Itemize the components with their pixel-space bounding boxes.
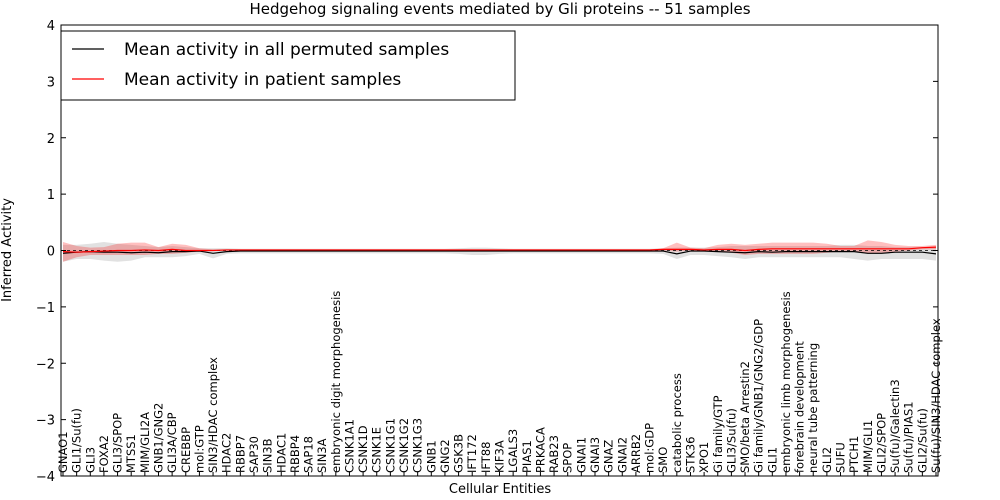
band-patient <box>63 240 936 262</box>
x-tick-label: STK36 <box>683 437 697 474</box>
x-tick-label: Gi family/GNB1/GNG2/GDP <box>752 319 766 473</box>
x-tick-label: GNAO1 <box>56 431 70 473</box>
series-line-patient <box>62 246 937 253</box>
x-tick-label: SPOP <box>561 443 575 473</box>
series-lines <box>62 246 937 255</box>
x-tick-label: Su(fu)/PIAS1 <box>902 401 916 473</box>
x-tick-label: SMO/beta Arrestin2 <box>738 361 752 473</box>
x-tick-label: GLI3/SPOP <box>111 413 125 473</box>
x-tick-label: IFT172 <box>465 434 479 473</box>
x-tick-label: RBBP7 <box>233 435 247 473</box>
x-tick-label: GLI2/Su(fu) <box>915 408 929 473</box>
x-tick-label: Su(fu)/SIN3/HDAC complex <box>929 318 943 473</box>
x-tick-label: RBBP4 <box>288 435 302 473</box>
x-tick-label: SIN3B <box>261 438 275 473</box>
x-tick-label: neural tube patterning <box>806 343 820 473</box>
x-tick-label: GLI3/Su(fu) <box>724 408 738 473</box>
x-tick-label: PTCH1 <box>847 436 861 473</box>
x-tick-label: CSNK1G1 <box>383 418 397 473</box>
x-tick-label: CSNK1E <box>370 427 384 473</box>
x-tick-label: GNB1 <box>424 440 438 473</box>
x-tick-label: Gi family/GTP <box>711 395 725 473</box>
x-tick-label: GNAI1 <box>574 437 588 473</box>
x-tick-label: GNB1/GNG2 <box>151 403 165 473</box>
x-tick-label: GLI2 <box>820 447 834 473</box>
x-tick-label: mol:GTP <box>192 425 206 473</box>
x-tick-label: SAP18 <box>302 436 316 473</box>
x-tick-label: CSNK1G2 <box>397 418 411 473</box>
band-permuted <box>63 242 936 262</box>
confidence-bands <box>63 240 936 262</box>
x-tick-label: GNAI3 <box>588 437 602 473</box>
x-tick-label: forebrain development <box>793 341 807 473</box>
x-tick-label: CSNK1D <box>356 425 370 473</box>
x-tick-label: RAB23 <box>547 435 561 473</box>
x-tick-label: GSK3B <box>452 434 466 473</box>
x-tick-label: mol:GDP <box>643 423 657 473</box>
y-tick-label: −4 <box>36 470 55 485</box>
legend-label-permuted: Mean activity in all permuted samples <box>124 40 449 60</box>
y-tick-label: 4 <box>47 19 55 34</box>
x-tick-label: CSNK1G3 <box>411 418 425 473</box>
x-tick-label: GLI1/Su(fu) <box>70 408 84 473</box>
x-tick-label: HDAC1 <box>274 433 288 473</box>
x-tick-label: SIN3A <box>315 438 329 473</box>
x-tick-label: CSNK1A1 <box>342 419 356 473</box>
x-tick-label: ARRB2 <box>629 434 643 473</box>
legend-box <box>60 30 516 101</box>
x-axis-title: Cellular Entities <box>449 482 551 497</box>
x-tick-label: GNAZ <box>602 440 616 473</box>
x-tick-label: CREBBP <box>179 427 193 473</box>
x-tick-label: SUFU <box>834 442 848 473</box>
x-axis: GNAO1 GLI1/Su(fu) GLI3 FOXA2 GLI3/SPOP MTSS1 M… <box>56 291 943 476</box>
y-tick-label: 3 <box>47 75 55 90</box>
x-tick-label: embryonic digit morphogenesis <box>329 291 343 473</box>
x-tick-label: LGALS3 <box>506 429 520 473</box>
legend-label-patient: Mean activity in patient samples <box>124 70 401 90</box>
x-tick-label: MIM/GLI2A <box>138 412 152 473</box>
x-tick-label: PRKACA <box>533 427 547 473</box>
x-tick-label: GLI1 <box>765 447 779 473</box>
series-line-permuted <box>62 250 937 255</box>
x-tick-label: GLI3A/CBP <box>165 412 179 473</box>
x-tick-label: MIM/GLI1 <box>861 420 875 473</box>
x-tick-label: XPO1 <box>697 442 711 473</box>
y-tick-label: 0 <box>47 245 55 260</box>
x-tick-label: GNG2 <box>438 439 452 473</box>
y-tick-label: −2 <box>36 357 55 372</box>
x-tick-label: PIAS1 <box>520 440 534 473</box>
y-tick-label: −3 <box>36 414 55 429</box>
x-tick-label: KIF3A <box>493 440 507 473</box>
x-tick-label: GLI3 <box>83 447 97 473</box>
legend: Mean activity in all permuted samples Me… <box>60 30 516 101</box>
x-tick-label: GNAI2 <box>615 437 629 473</box>
x-tick-label: SAP30 <box>247 436 261 473</box>
y-tick-label: −1 <box>36 301 55 316</box>
x-tick-label: FOXA2 <box>97 435 111 473</box>
x-tick-label: Su(fu)/Galectin3 <box>888 379 902 473</box>
y-tick-label: 2 <box>47 132 55 147</box>
y-tick-label: 1 <box>47 188 55 203</box>
x-tick-label: IFT88 <box>479 442 493 473</box>
x-tick-label: SIN3/HDAC complex <box>206 357 220 473</box>
x-tick-label: MTSS1 <box>124 434 138 473</box>
y-axis-title: Inferred Activity <box>0 198 15 302</box>
x-tick-label: embryonic limb morphogenesis <box>779 291 793 473</box>
x-tick-label: HDAC2 <box>220 433 234 473</box>
y-axis: −4 −3 −2 −1 0 1 2 3 4 <box>36 19 938 485</box>
x-tick-label: GLI2/SPOP <box>874 413 888 473</box>
chart-title: Hedgehog signaling events mediated by Gl… <box>249 0 750 18</box>
x-tick-label: SMO <box>656 447 670 473</box>
x-tick-label: catabolic process <box>670 373 684 473</box>
